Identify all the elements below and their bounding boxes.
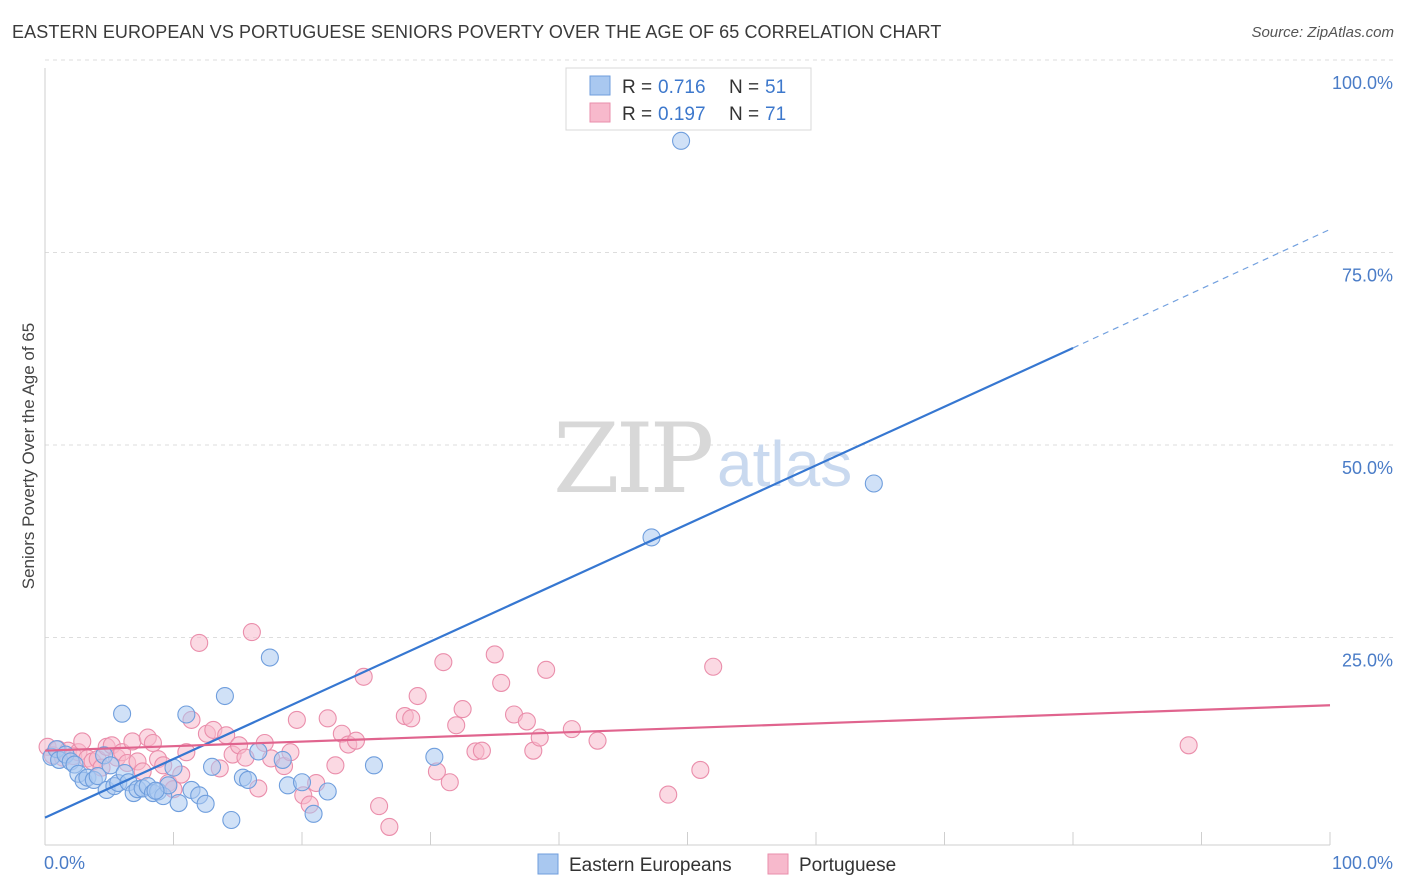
- portuguese-point-71: [537, 660, 556, 679]
- portuguese-point-66: [492, 673, 511, 692]
- portuguese-point-47: [318, 709, 337, 728]
- eastern-point-43: [318, 782, 337, 801]
- eastern-point-32: [203, 757, 222, 776]
- eastern-point-42: [304, 804, 323, 823]
- eastern-point-13: [101, 756, 120, 775]
- eastern-point-36: [238, 770, 258, 790]
- portuguese-point-59: [434, 653, 453, 672]
- eastern-point-33: [215, 686, 234, 706]
- x-tick-label-min: 0.0%: [44, 853, 85, 873]
- portuguese-point-74: [659, 785, 678, 804]
- portuguese-point-77: [1179, 736, 1198, 755]
- y-tick-label-0: 25.0%: [1342, 651, 1393, 671]
- legend-n-label-eastern: N =: [729, 77, 759, 98]
- eastern-point-49: [196, 794, 215, 813]
- chart-title: EASTERN EUROPEAN VS PORTUGUESE SENIORS P…: [12, 22, 942, 42]
- y-tick-labels: 25.0% 50.0% 75.0% 100.0%: [1332, 73, 1393, 671]
- portuguese-point-56: [402, 709, 421, 728]
- portuguese-point-76: [691, 760, 710, 779]
- legend-r-value-eastern: 0.716: [658, 77, 706, 98]
- portuguese-point-54: [380, 817, 399, 836]
- legend-n-value-portuguese: 71: [765, 104, 786, 125]
- legend-n-label-portuguese: N =: [729, 104, 759, 125]
- eastern-point-37: [249, 742, 268, 761]
- legend-swatch-eastern: [589, 75, 611, 96]
- legend-r-label-eastern: R =: [622, 77, 652, 98]
- eastern-point-50: [146, 781, 165, 800]
- eastern-point-34: [222, 810, 241, 830]
- eastern-point-48: [864, 474, 883, 493]
- series-eastern-points: [42, 131, 883, 830]
- y-tick-label-2: 75.0%: [1342, 266, 1393, 286]
- legend-swatch-portuguese: [589, 102, 611, 123]
- portuguese-point-37: [242, 623, 261, 642]
- eastern-point-16: [113, 704, 132, 723]
- bottom-legend: Eastern Europeans Portuguese: [537, 853, 896, 876]
- portuguese-point-62: [453, 700, 472, 719]
- portuguese-point-52: [354, 667, 373, 686]
- portuguese-point-48: [326, 756, 345, 775]
- y-tick-label-3: 100.0%: [1332, 73, 1393, 93]
- trend-lines: [44, 228, 1331, 819]
- portuguese-point-73: [588, 731, 607, 750]
- trend-line-portuguese: [44, 704, 1331, 752]
- source-label: Source: ZipAtlas.com: [1251, 24, 1394, 41]
- bottom-legend-swatch-eastern: [537, 853, 559, 875]
- portuguese-point-65: [485, 645, 504, 664]
- eastern-point-39: [273, 750, 292, 769]
- trend-line-eastern-extension: [1072, 228, 1331, 349]
- portuguese-point-72: [562, 720, 581, 739]
- portuguese-point-7: [73, 732, 92, 751]
- bottom-legend-label-portuguese: Portuguese: [799, 855, 896, 876]
- portuguese-point-68: [517, 712, 536, 731]
- eastern-point-10: [88, 767, 107, 786]
- eastern-point-41: [292, 773, 312, 792]
- eastern-point-47: [672, 131, 691, 150]
- bottom-legend-label-eastern: Eastern Europeans: [569, 855, 732, 876]
- y-axis-label: Seniors Poverty Over the Age of 65: [19, 323, 38, 589]
- y-tick-label-1: 50.0%: [1342, 458, 1393, 478]
- eastern-point-45: [425, 747, 444, 766]
- watermark-zip: ZIP: [553, 403, 712, 515]
- legend-r-value-portuguese: 0.197: [658, 104, 706, 125]
- trend-line-eastern: [44, 346, 1074, 819]
- portuguese-point-53: [370, 797, 389, 816]
- bottom-legend-swatch-portuguese: [767, 853, 789, 875]
- x-axis-ticks: [44, 832, 1331, 845]
- eastern-point-44: [364, 756, 384, 775]
- portuguese-point-43: [287, 710, 306, 729]
- portuguese-point-57: [408, 686, 427, 706]
- legend-r-label-portuguese: R =: [622, 104, 652, 125]
- eastern-point-29: [177, 705, 196, 724]
- portuguese-point-64: [472, 741, 491, 760]
- portuguese-point-21: [143, 733, 162, 753]
- portuguese-point-29: [190, 633, 209, 652]
- legend-n-value-eastern: 51: [765, 77, 786, 98]
- portuguese-point-75: [704, 657, 723, 676]
- portuguese-point-61: [447, 716, 466, 735]
- watermark-atlas: atlas: [717, 428, 852, 500]
- portuguese-point-60: [440, 773, 459, 792]
- eastern-point-28: [169, 793, 188, 813]
- eastern-point-38: [260, 648, 279, 667]
- x-tick-label-max: 100.0%: [1332, 853, 1393, 873]
- stats-legend: R = 0.716 N = 51 R = 0.197 N = 71: [565, 67, 812, 131]
- grid-lines: [45, 59, 1393, 638]
- portuguese-point-70: [530, 728, 549, 747]
